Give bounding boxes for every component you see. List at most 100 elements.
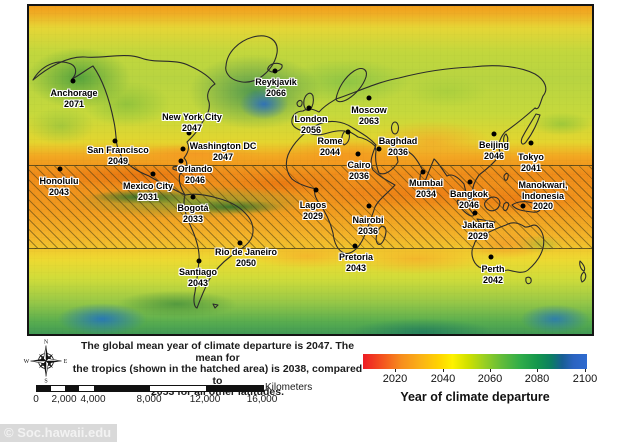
city-marker-anchorage: [70, 78, 76, 84]
compass-n-label: N: [44, 340, 49, 346]
city-marker-lagos: [313, 187, 319, 193]
city-label-line: 2047: [181, 122, 203, 133]
city-label-line: Bangkok: [449, 189, 489, 199]
city-label-nairobi: Nairobi 2036: [352, 215, 383, 236]
compass-rose-icon: N E S W: [24, 340, 68, 385]
city-label-line: 2044: [319, 146, 341, 157]
city-label-london: London 2056: [295, 114, 328, 135]
city-label-line: 2036: [387, 146, 409, 157]
city-marker-new-york-city: [186, 130, 192, 136]
city-marker-cairo: [355, 151, 361, 157]
city-marker-orlando: [178, 158, 184, 164]
city-label-line: Reykjavik: [255, 77, 297, 87]
legend-title: Year of climate departure: [400, 390, 550, 404]
city-label-line: New York City: [162, 112, 222, 122]
city-label-bogot: Bogotá 2033: [178, 203, 209, 224]
city-label-mumbai: Mumbai 2034: [409, 178, 443, 199]
legend-tick-label: 2020: [382, 373, 408, 385]
city-label-line: Baghdad: [378, 136, 418, 146]
city-marker-bangkok: [467, 179, 473, 185]
city-marker-perth: [488, 254, 494, 260]
city-label-line: Jakarta: [462, 220, 494, 230]
city-label-line: 2066: [265, 87, 287, 98]
city-label-line: Lagos: [299, 200, 327, 210]
city-label-line: Honolulu: [39, 176, 79, 186]
compass-s-label: S: [44, 379, 47, 385]
city-label-line: Orlando: [177, 164, 213, 174]
city-marker-moscow: [366, 95, 372, 101]
scale-tick-label: 2,000: [51, 394, 77, 405]
city-label-line: 2033: [182, 213, 204, 224]
scale-tick-label: 8,000: [136, 394, 162, 405]
scale-tick-label: 16,000: [246, 394, 278, 405]
legend-tick-mark: [537, 369, 538, 372]
city-marker-pretoria: [352, 243, 358, 249]
city-label-line: 2029: [467, 230, 489, 241]
city-label-line: Manokwari,: [518, 180, 568, 190]
scale-segment: [37, 386, 51, 391]
city-label-line: 2043: [345, 262, 367, 273]
city-label-cairo: Cairo 2036: [347, 160, 370, 181]
city-marker-tokyo: [528, 140, 534, 146]
city-label-reykjavik: Reykjavik 2066: [255, 77, 297, 98]
city-label-beijing: Beijing 2046: [479, 140, 509, 161]
city-label-tokyo: Tokyo 2041: [518, 152, 544, 173]
city-label-line: Perth: [481, 264, 505, 274]
city-label-santiago: Santiago 2043: [179, 267, 217, 288]
figure-caption: The global mean year of climate departur…: [70, 340, 365, 399]
city-label-line: 2046: [483, 150, 505, 161]
city-label-line: Washington DC: [189, 141, 257, 151]
city-label-perth: Perth 2042: [481, 264, 504, 285]
city-marker-honolulu: [57, 166, 63, 172]
compass-e-label: E: [64, 359, 68, 365]
scale-segment: [51, 386, 65, 391]
legend-tick-label: 2100: [572, 373, 598, 385]
city-marker-baghdad: [376, 146, 382, 152]
legend-tick-mark: [490, 369, 491, 372]
city-label-line: Indonesia: [521, 190, 565, 201]
tropics-hatched-band: [27, 165, 594, 249]
city-label-pretoria: Pretoria 2043: [339, 252, 373, 273]
city-label-line: 2071: [63, 98, 85, 109]
city-label-line: Mumbai: [408, 178, 444, 188]
watermark: © Soc.hawaii.edu: [0, 424, 118, 442]
city-marker-london: [306, 105, 312, 111]
legend-tick-label: 2060: [477, 373, 503, 385]
city-label-line: 2034: [415, 188, 437, 199]
city-marker-bogot: [190, 194, 196, 200]
city-label-line: Rio de Janeiro: [214, 247, 278, 257]
legend-tick-mark: [585, 369, 586, 372]
legend-tick-label: 2080: [524, 373, 550, 385]
city-label-moscow: Moscow 2063: [351, 105, 387, 126]
scale-tick-label: 4,000: [80, 394, 106, 405]
city-label-line: 2043: [187, 277, 209, 288]
city-label-bangkok: Bangkok 2046: [450, 189, 488, 210]
city-marker-beijing: [491, 131, 497, 137]
city-label-line: Pretoria: [338, 252, 374, 262]
city-label-baghdad: Baghdad 2036: [379, 136, 418, 157]
legend-color-ramp: [363, 354, 587, 369]
city-label-rome: Rome 2044: [317, 136, 342, 157]
city-label-line: Mexico City: [122, 181, 174, 191]
scale-segment: [206, 386, 263, 391]
city-label-line: Santiago: [178, 267, 218, 277]
city-marker-nairobi: [366, 203, 372, 209]
city-label-line: London: [294, 114, 328, 124]
city-marker-mexico-city: [150, 171, 156, 177]
city-label-line: 2036: [357, 225, 379, 236]
city-label-line: Bogotá: [177, 203, 209, 213]
city-marker-manokwari-indonesia: [520, 203, 526, 209]
legend-tick-label: 2040: [430, 373, 456, 385]
city-label-line: 2020: [532, 201, 554, 211]
scale-segment: [150, 386, 206, 391]
city-label-line: Beijing: [478, 140, 510, 150]
legend-tick-mark: [443, 369, 444, 372]
city-label-rio-de-janeiro: Rio de Janeiro 2050: [215, 247, 277, 268]
city-label-line: 2041: [520, 162, 542, 173]
world-heat-map: Anchorage 2071 Honolulu 2043 San Francisco 20…: [27, 4, 594, 336]
compass-w-label: W: [24, 359, 30, 365]
scale-bar: [36, 385, 264, 392]
city-label-line: 2047: [212, 151, 234, 162]
city-marker-mumbai: [420, 169, 426, 175]
city-label-manokwari-indonesia: Manokwari, Indonesia 2020: [518, 180, 567, 212]
